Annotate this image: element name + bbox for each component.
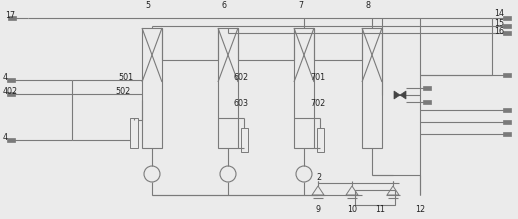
Bar xyxy=(503,31,511,35)
Bar xyxy=(503,120,511,124)
Bar xyxy=(8,16,16,20)
Bar xyxy=(7,138,15,142)
Text: 502: 502 xyxy=(115,88,130,97)
Bar xyxy=(503,108,511,112)
Text: 603: 603 xyxy=(234,99,249,108)
Text: 9: 9 xyxy=(315,205,320,214)
Text: 501: 501 xyxy=(118,72,133,81)
Bar xyxy=(142,28,162,148)
Text: 7: 7 xyxy=(298,2,303,11)
Text: 4: 4 xyxy=(3,72,8,81)
Text: 602: 602 xyxy=(234,72,249,81)
Text: 701: 701 xyxy=(310,72,325,81)
Bar xyxy=(130,118,138,148)
Text: 4: 4 xyxy=(3,134,8,143)
Text: 6: 6 xyxy=(222,2,227,11)
Text: 702: 702 xyxy=(310,99,325,108)
Text: 11: 11 xyxy=(375,205,385,214)
Bar xyxy=(7,78,15,82)
Text: 14: 14 xyxy=(494,9,504,18)
Text: 16: 16 xyxy=(494,26,504,35)
Bar xyxy=(503,73,511,77)
Text: 10: 10 xyxy=(347,205,357,214)
Text: 17: 17 xyxy=(5,12,15,21)
Text: 402: 402 xyxy=(3,88,18,97)
Bar xyxy=(294,28,314,148)
Bar xyxy=(316,128,324,152)
Text: 12: 12 xyxy=(415,205,425,214)
Text: 5: 5 xyxy=(145,2,150,11)
Bar xyxy=(503,24,511,28)
Bar xyxy=(362,28,382,148)
Text: 2: 2 xyxy=(316,173,321,182)
Bar xyxy=(355,190,395,205)
Bar xyxy=(423,100,431,104)
Bar xyxy=(240,128,248,152)
Polygon shape xyxy=(394,91,400,99)
Bar xyxy=(423,86,431,90)
Text: 15: 15 xyxy=(494,19,504,28)
Text: 8: 8 xyxy=(365,2,370,11)
Bar xyxy=(218,28,238,148)
Bar xyxy=(503,16,511,20)
Bar xyxy=(7,92,15,96)
Bar xyxy=(503,132,511,136)
Polygon shape xyxy=(400,91,406,99)
